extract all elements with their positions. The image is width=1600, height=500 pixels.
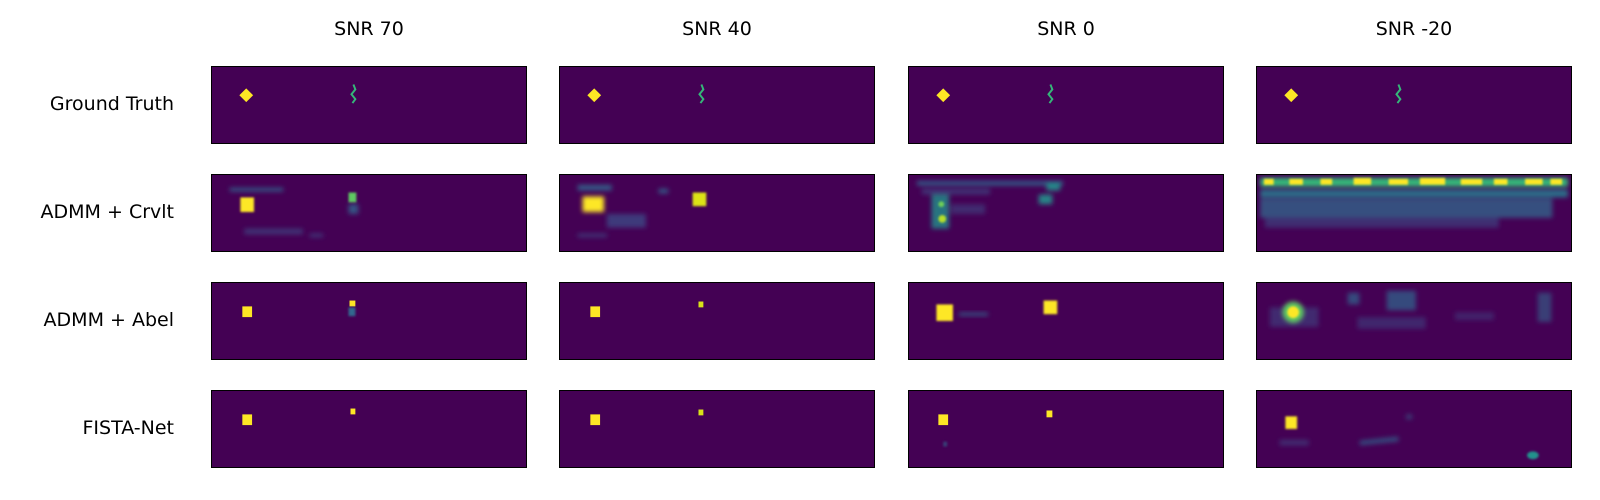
column-title-snr-0: SNR 0 xyxy=(1037,18,1095,40)
row-label-fista-net: FISTA-Net xyxy=(82,417,174,439)
panel-ground-truth-snr-minus-20 xyxy=(1256,66,1572,144)
panel-ground-truth-snr-40 xyxy=(559,66,875,144)
panel-admm-crvlt-snr-0 xyxy=(908,174,1224,252)
column-title-snr-70: SNR 70 xyxy=(334,18,404,40)
column-title-snr-40: SNR 40 xyxy=(682,18,752,40)
panel-fista-net-snr-minus-20 xyxy=(1256,390,1572,468)
panel-admm-abel-snr-70 xyxy=(211,282,527,360)
panel-fista-net-snr-0 xyxy=(908,390,1224,468)
panel-admm-abel-snr-minus-20 xyxy=(1256,282,1572,360)
row-label-admm-crvlt: ADMM + Crvlt xyxy=(40,201,174,223)
row-label-admm-abel: ADMM + Abel xyxy=(43,309,174,331)
panel-admm-crvlt-snr-40 xyxy=(559,174,875,252)
panel-ground-truth-snr-0 xyxy=(908,66,1224,144)
panel-fista-net-snr-70 xyxy=(211,390,527,468)
row-label-ground-truth: Ground Truth xyxy=(49,93,174,115)
panel-admm-crvlt-snr-minus-20 xyxy=(1256,174,1572,252)
column-title-snr-minus-20: SNR -20 xyxy=(1375,18,1453,40)
panel-ground-truth-snr-70 xyxy=(211,66,527,144)
panel-admm-abel-snr-0 xyxy=(908,282,1224,360)
panel-admm-crvlt-snr-70 xyxy=(211,174,527,252)
panel-admm-abel-snr-40 xyxy=(559,282,875,360)
panel-fista-net-snr-40 xyxy=(559,390,875,468)
